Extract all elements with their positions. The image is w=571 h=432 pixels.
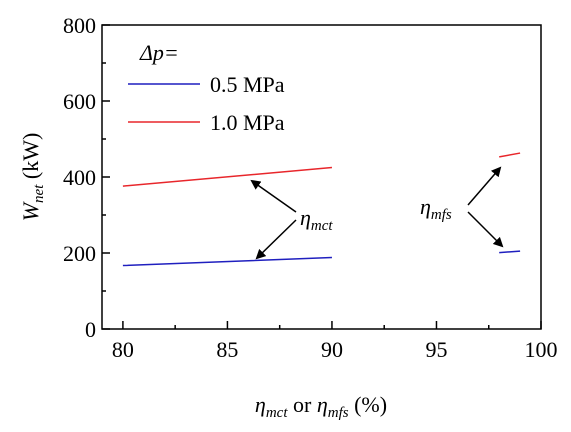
x-axis-label-part: or (288, 392, 317, 417)
y-axis-label-part: W (18, 201, 43, 221)
legend-label: 1.0 MPa (210, 110, 285, 135)
y-tick-label: 600 (63, 89, 96, 114)
series-line (122, 250, 521, 267)
x-tick-label: 90 (321, 337, 343, 362)
annotation-symbol: η (300, 205, 311, 230)
x-tick-label: 85 (216, 337, 238, 362)
annotation-subscript: mfs (431, 207, 452, 223)
legend-label: 0.5 MPa (210, 72, 285, 97)
annotation: ηmct (300, 205, 333, 234)
series-line (122, 152, 521, 187)
y-tick-label: 0 (85, 317, 96, 342)
y-tick-label: 200 (63, 241, 96, 266)
plot-frame (101, 24, 542, 330)
annotation-subscript: mct (311, 218, 333, 234)
x-axis-label-part: (%) (349, 392, 387, 417)
x-axis-label-subscript: mfs (328, 405, 349, 421)
x-tick-label: 100 (525, 337, 558, 362)
arrow (467, 211, 504, 248)
legend-title: Δp= (139, 40, 179, 65)
annotation-symbol: η (420, 194, 431, 219)
arrow (467, 166, 502, 206)
y-tick-label: 400 (63, 165, 96, 190)
y-axis-label-part: (kW) (18, 133, 43, 185)
y-tick-label: 800 (63, 13, 96, 38)
annotation: ηmfs (420, 194, 452, 223)
arrow (250, 179, 297, 213)
x-axis-label-part: η (255, 392, 266, 417)
y-axis-label-subscript: net (31, 184, 47, 203)
x-axis-label: ηmct or ηmfs (%) (255, 392, 387, 421)
x-axis-label-part: η (317, 392, 328, 417)
x-tick-label: 80 (112, 337, 134, 362)
y-axis-label: Wnet (kW) (18, 133, 47, 222)
x-tick-label: 95 (425, 337, 447, 362)
x-axis-label-subscript: mct (266, 405, 288, 421)
arrow (255, 219, 297, 260)
